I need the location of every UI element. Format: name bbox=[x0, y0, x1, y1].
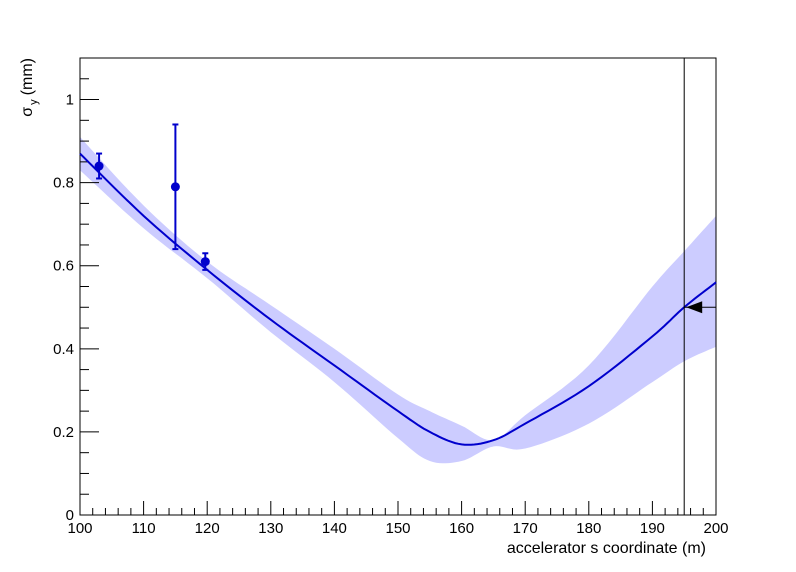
fit-line bbox=[79, 152, 717, 446]
fit-layer bbox=[79, 152, 717, 446]
x-tick-label: 160 bbox=[449, 520, 474, 537]
y-axis-label-subscript: y bbox=[28, 99, 40, 105]
y-axis-label: σy (mm) bbox=[19, 58, 40, 117]
x-tick-label: 120 bbox=[195, 520, 220, 537]
data-point bbox=[94, 161, 104, 171]
marker-layer bbox=[683, 58, 716, 515]
y-tick-label: 0 bbox=[66, 507, 74, 524]
x-tick-label: 180 bbox=[576, 520, 601, 537]
confidence-band-layer bbox=[80, 136, 716, 464]
x-tick-label: 200 bbox=[703, 520, 728, 537]
points-layer bbox=[94, 123, 210, 271]
y-tick-label: 0.4 bbox=[53, 341, 74, 358]
y-axis-label-unit: (mm) bbox=[19, 58, 36, 95]
x-tick-label: 140 bbox=[322, 520, 347, 537]
x-axis-label: accelerator s coordinate (m) bbox=[507, 540, 706, 557]
y-tick-label: 0.8 bbox=[53, 175, 74, 192]
y-axis-label-symbol: σ bbox=[19, 107, 36, 117]
confidence-band bbox=[80, 136, 716, 464]
data-point bbox=[200, 257, 210, 267]
target-arrow-icon bbox=[686, 301, 703, 314]
y-tick-label: 1 bbox=[66, 92, 74, 109]
axes-layer: 100 110 120 130 140 150 160 170 180 190 200 0 0.2 0.4… bbox=[53, 78, 729, 537]
y-tick-label: 0.2 bbox=[53, 424, 74, 441]
x-tick-label: 130 bbox=[258, 520, 283, 537]
x-tick-label: 150 bbox=[385, 520, 410, 537]
x-tick-label: 110 bbox=[132, 520, 156, 537]
x-tick-label: 190 bbox=[640, 520, 665, 537]
data-point bbox=[170, 182, 180, 192]
x-tick-label: 170 bbox=[513, 520, 538, 537]
y-tick-label: 0.6 bbox=[53, 258, 74, 275]
x-tick-label: 100 bbox=[67, 520, 92, 537]
